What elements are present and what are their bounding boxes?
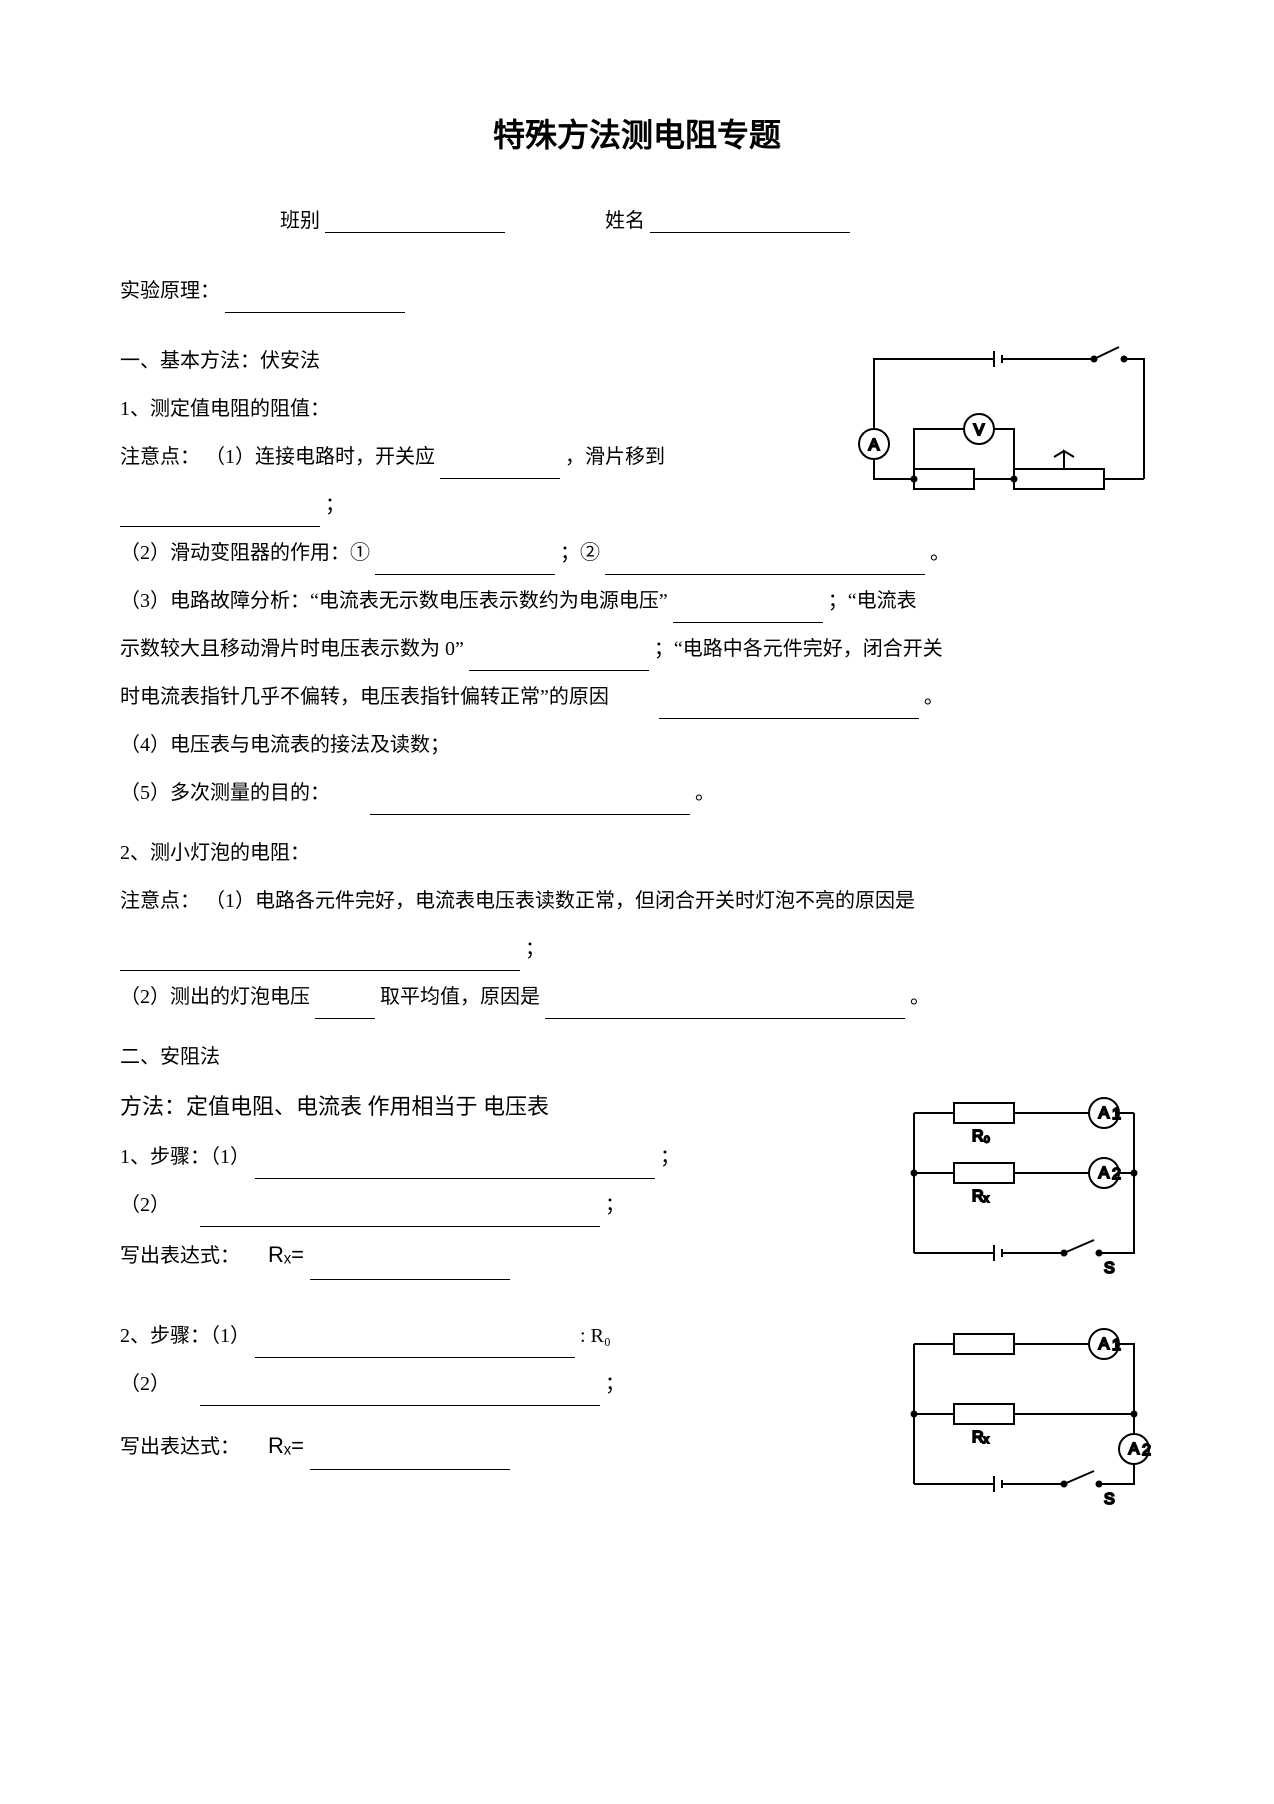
sec1-heading: 一、基本方法：伏安法 — [120, 339, 844, 383]
sec1-pt3c: 示数较大且移动滑片时电压表示数为 0” — [120, 638, 464, 660]
sec2-step3: 2、步骤：（1） : R₀ — [120, 1314, 884, 1358]
sec2-method: 方法：定值电阻、电流表 作用相当于 电压表 — [120, 1083, 884, 1131]
svg-text:A: A — [1129, 1441, 1140, 1458]
sec1-pt3-l1: （3）电路故障分析：“电流表无示数电压表示数约为电源电压” ；“电流表 — [120, 579, 1154, 623]
r0-label: R₀ — [972, 1128, 990, 1145]
sec1-pt3-l2: 示数较大且移动滑片时电压表示数为 0” ；“电路中各元件完好，闭合开关 — [120, 627, 1154, 671]
sec1-pt3end: 。 — [924, 686, 944, 708]
sec2-step2: （2） ； — [120, 1183, 884, 1227]
svg-text:A: A — [1099, 1105, 1110, 1122]
blank-fault3 — [659, 718, 919, 719]
sec2-step4a: （2） — [120, 1373, 170, 1395]
class-blank — [325, 232, 505, 233]
sec1-note2c: （2）测出的灯泡电压 — [120, 986, 315, 1008]
formula-prefix1: 写出表达式： — [120, 1245, 240, 1267]
rx-equals2: Rₓ= — [268, 1433, 310, 1458]
blank-formula1 — [310, 1279, 510, 1280]
blank-switch — [440, 478, 560, 479]
blank-fault1 — [673, 622, 823, 623]
svg-text:2: 2 — [1112, 1166, 1121, 1183]
blank-formula2 — [310, 1469, 510, 1470]
principle-blank — [225, 312, 405, 313]
sec2-step3a: 2、步骤：（1） — [120, 1325, 250, 1347]
blank-step3 — [255, 1357, 575, 1358]
sec2-formula1: 写出表达式： Rₓ= — [120, 1231, 884, 1279]
sec1-note2c2: 取平均值，原因是 — [380, 986, 545, 1008]
svg-text:A: A — [1099, 1165, 1110, 1182]
svg-text:A: A — [1099, 1336, 1110, 1353]
rx-label3: Rₓ — [972, 1429, 990, 1446]
sec1-pt1b: ，滑片移到 — [565, 446, 665, 468]
note-prefix2: 注意点： — [120, 890, 200, 912]
circuit-figure-3: A 1 Rₓ A 2 — [894, 1314, 1154, 1519]
sec1-note2b: ； — [525, 938, 545, 960]
sec1-pt1: 注意点： （1）连接电路时，开关应 ，滑片移到 — [120, 435, 844, 479]
sec1-pt2a: （2）滑动变阻器的作用：① — [120, 542, 375, 564]
sec1-pt1a: （1）连接电路时，开关应 — [205, 446, 440, 468]
sec1-pt1c: ； — [325, 494, 345, 516]
sec1-note2a: （1）电路各元件完好，电流表电压表读数正常，但闭合开关时灯泡不亮的原因是 — [205, 890, 915, 912]
sec1-pt2mid: ；② — [560, 542, 600, 564]
blank-fault2 — [469, 670, 649, 671]
student-info-line: 班别 姓名 — [120, 204, 1154, 233]
principle-label: 实验原理： — [120, 280, 220, 302]
sec1-pt3d: ；“电路中各元件完好，闭合开关 — [654, 638, 943, 660]
name-blank — [650, 232, 850, 233]
rx-label2: Rₓ — [972, 1188, 990, 1205]
sec1-pt1-cont: ； — [120, 483, 844, 527]
blank-slider — [120, 526, 320, 527]
sec1-pt2: （2）滑动变阻器的作用：① ；② 。 — [120, 531, 1154, 575]
sec1-pt5end: 。 — [695, 782, 715, 804]
sec2-step4: （2） ； — [120, 1362, 884, 1406]
switch-label2: S — [1104, 1260, 1115, 1277]
sec1-note2-l3: （2）测出的灯泡电压 取平均值，原因是 。 — [120, 975, 1154, 1019]
principle-line: 实验原理： — [120, 269, 1154, 313]
switch-label3: S — [1104, 1491, 1115, 1508]
note-prefix: 注意点： — [120, 446, 200, 468]
svg-text:1: 1 — [1112, 1106, 1121, 1123]
formula-prefix2: 写出表达式： — [120, 1436, 240, 1458]
sec2-step1b: ； — [660, 1146, 680, 1168]
sec2-step3b: : R₀ — [580, 1325, 611, 1347]
circuit-figure-1: A V — [854, 339, 1154, 514]
sec2-step2a: （2） — [120, 1194, 170, 1216]
sec1-p2: 2、测小灯泡的电阻： — [120, 831, 1154, 875]
sec1-pt3-l3: 时电流表指针几乎不偏转，电压表指针偏转正常”的原因 。 — [120, 675, 1154, 719]
svg-text:2: 2 — [1142, 1442, 1151, 1459]
sec1-pt5a: （5）多次测量的目的： — [120, 782, 330, 804]
page-title: 特殊方法测电阻专题 — [120, 110, 1154, 156]
sec1-note2end: 。 — [910, 986, 930, 1008]
blank-purpose — [370, 814, 690, 815]
sec2-formula2: 写出表达式： Rₓ= — [120, 1422, 884, 1470]
blank-step1 — [255, 1178, 655, 1179]
sec1-note2-l1: 注意点： （1）电路各元件完好，电流表电压表读数正常，但闭合开关时灯泡不亮的原因… — [120, 879, 1154, 923]
blank-step2 — [200, 1226, 600, 1227]
svg-text:1: 1 — [1112, 1337, 1121, 1354]
blank-bulb-reason — [120, 970, 520, 971]
blank-rheo1 — [375, 574, 555, 575]
sec1-pt3a: （3）电路故障分析：“电流表无示数电压表示数约为电源电压” — [120, 590, 668, 612]
voltmeter-label: V — [974, 422, 985, 439]
class-label: 班别 — [280, 210, 320, 232]
name-label: 姓名 — [605, 210, 645, 232]
sec1-note2-l2: ； — [120, 927, 1154, 971]
sec2-step1: 1、步骤：（1） ； — [120, 1135, 884, 1179]
blank-rheo2 — [605, 574, 925, 575]
blank-avg — [315, 1018, 375, 1019]
ammeter-label: A — [869, 437, 880, 454]
sec1-pt3e: 时电流表指针几乎不偏转，电压表指针偏转正常”的原因 — [120, 686, 609, 708]
sec2-step2b: ； — [605, 1194, 625, 1216]
sec1-pt3b: ；“电流表 — [828, 590, 917, 612]
blank-avg-reason — [545, 1018, 905, 1019]
sec1-p1: 1、测定值电阻的阻值： — [120, 387, 844, 431]
sec2-heading: 二、安阻法 — [120, 1035, 1154, 1079]
blank-step4 — [200, 1405, 600, 1406]
sec2-step1a: 1、步骤：（1） — [120, 1146, 250, 1168]
sec1-pt4: （4）电压表与电流表的接法及读数； — [120, 723, 1154, 767]
sec2-step4b: ； — [605, 1373, 625, 1395]
sec1-pt2end: 。 — [930, 542, 950, 564]
sec1-pt5: （5）多次测量的目的： 。 — [120, 771, 1154, 815]
circuit-figure-2: A 1 R₀ A 2 Rₓ — [894, 1083, 1154, 1288]
rx-equals1: Rₓ= — [268, 1242, 310, 1267]
